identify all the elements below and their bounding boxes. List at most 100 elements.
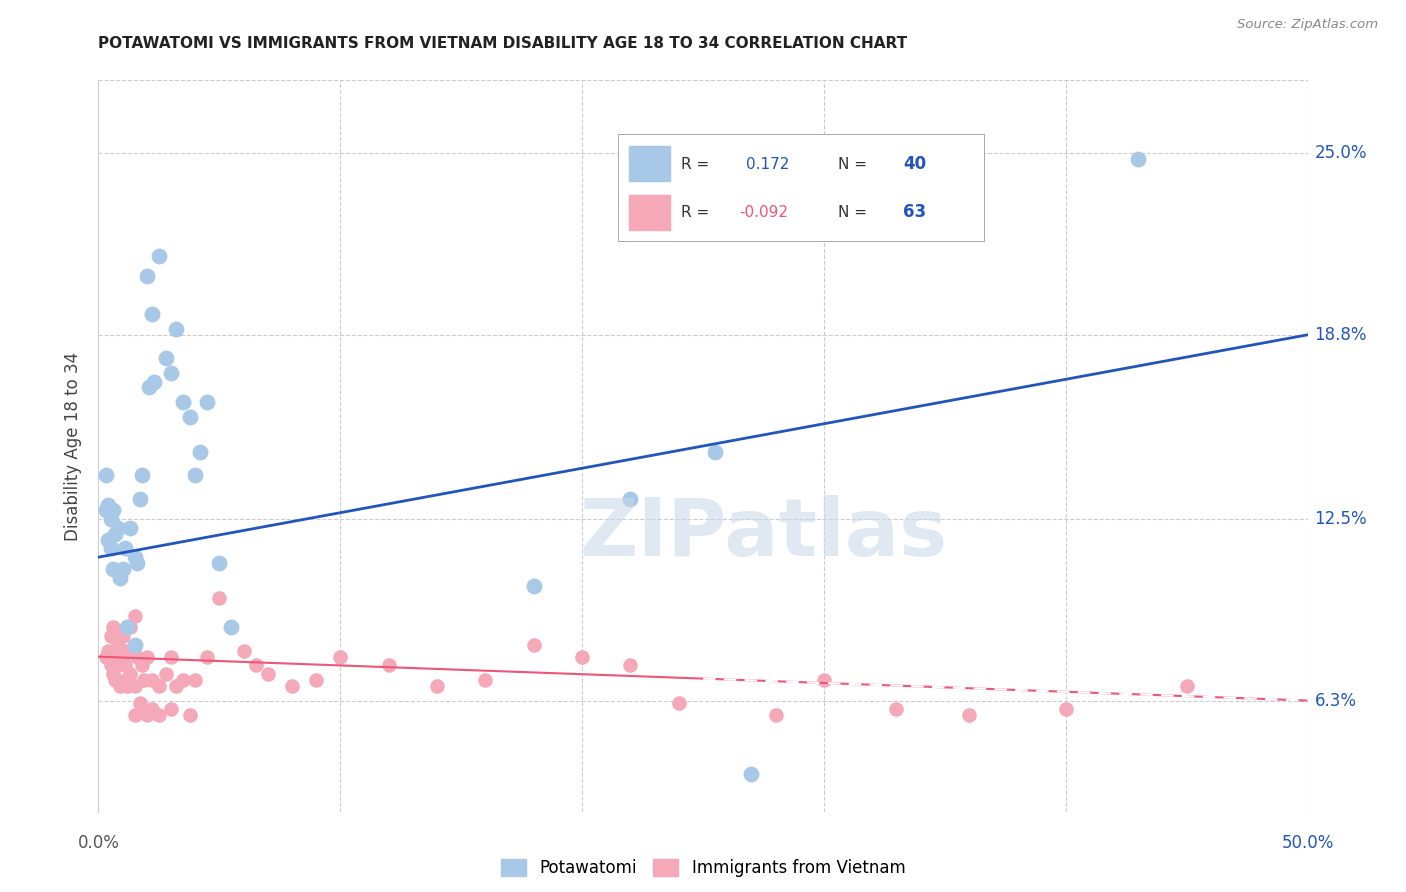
- Point: [160, 649, 183, 664]
- Point: [117, 644, 139, 658]
- Point: [208, 591, 231, 606]
- Text: 0.172: 0.172: [747, 157, 790, 171]
- Point: [101, 667, 124, 681]
- Point: [886, 702, 908, 716]
- Point: [957, 708, 980, 723]
- Point: [100, 512, 122, 526]
- Point: [135, 708, 157, 723]
- Point: [108, 644, 131, 658]
- Point: [221, 620, 243, 634]
- Point: [148, 708, 170, 723]
- Point: [97, 498, 120, 512]
- Point: [523, 579, 546, 593]
- Point: [131, 468, 153, 483]
- Point: [135, 269, 157, 284]
- Point: [172, 673, 194, 687]
- Point: [426, 679, 449, 693]
- Point: [101, 562, 124, 576]
- Point: [124, 708, 146, 723]
- Point: [117, 620, 139, 634]
- Point: [813, 673, 835, 687]
- Text: 18.8%: 18.8%: [1315, 326, 1367, 343]
- Point: [97, 644, 120, 658]
- Point: [195, 395, 218, 409]
- Point: [114, 541, 136, 556]
- Point: [111, 629, 134, 643]
- Text: 40: 40: [904, 155, 927, 173]
- Point: [188, 445, 211, 459]
- Point: [160, 702, 183, 716]
- Point: [128, 697, 150, 711]
- Point: [245, 658, 267, 673]
- Point: [141, 307, 163, 321]
- Point: [160, 366, 183, 380]
- Point: [94, 468, 117, 483]
- Bar: [630, 146, 669, 181]
- Point: [329, 649, 352, 664]
- Point: [668, 697, 690, 711]
- Legend: Potawatomi, Immigrants from Vietnam: Potawatomi, Immigrants from Vietnam: [494, 853, 912, 884]
- Point: [108, 571, 131, 585]
- Text: -0.092: -0.092: [740, 205, 787, 219]
- Point: [131, 702, 153, 716]
- Point: [305, 673, 328, 687]
- Point: [108, 679, 131, 693]
- Point: [765, 708, 787, 723]
- Point: [135, 649, 157, 664]
- Point: [256, 667, 278, 681]
- Point: [114, 673, 136, 687]
- Point: [148, 679, 170, 693]
- Text: Source: ZipAtlas.com: Source: ZipAtlas.com: [1237, 18, 1378, 31]
- Point: [131, 658, 153, 673]
- Point: [184, 673, 207, 687]
- Point: [571, 649, 593, 664]
- Point: [523, 638, 546, 652]
- Point: [148, 249, 170, 263]
- Text: ZIPatlas: ZIPatlas: [579, 495, 948, 573]
- Point: [141, 673, 163, 687]
- Point: [138, 380, 160, 394]
- Point: [281, 679, 304, 693]
- Point: [111, 562, 134, 576]
- Text: N =: N =: [838, 157, 866, 171]
- Point: [221, 620, 243, 634]
- Point: [141, 702, 163, 716]
- Text: 6.3%: 6.3%: [1315, 691, 1357, 709]
- Point: [111, 649, 134, 664]
- Point: [107, 638, 129, 652]
- Point: [134, 673, 156, 687]
- Point: [377, 658, 399, 673]
- Point: [97, 533, 120, 547]
- Point: [118, 667, 141, 681]
- Point: [232, 644, 254, 658]
- Y-axis label: Disability Age 18 to 34: Disability Age 18 to 34: [65, 351, 83, 541]
- Point: [1175, 679, 1198, 693]
- Point: [107, 521, 129, 535]
- Point: [184, 468, 207, 483]
- Point: [118, 521, 141, 535]
- Point: [101, 503, 124, 517]
- Point: [165, 322, 187, 336]
- Point: [101, 620, 124, 634]
- Point: [104, 673, 127, 687]
- Point: [165, 679, 187, 693]
- Point: [1054, 702, 1077, 716]
- Point: [100, 541, 122, 556]
- Point: [124, 608, 146, 623]
- Point: [619, 491, 641, 506]
- Text: N =: N =: [838, 205, 866, 219]
- Text: 50.0%: 50.0%: [1281, 834, 1334, 852]
- Point: [107, 658, 129, 673]
- Point: [114, 658, 136, 673]
- Text: R =: R =: [681, 205, 709, 219]
- Bar: [630, 195, 669, 230]
- Point: [740, 766, 762, 780]
- Point: [179, 708, 201, 723]
- Point: [179, 409, 201, 424]
- Text: 12.5%: 12.5%: [1315, 510, 1367, 528]
- Point: [104, 649, 127, 664]
- Point: [94, 503, 117, 517]
- Text: POTAWATOMI VS IMMIGRANTS FROM VIETNAM DISABILITY AGE 18 TO 34 CORRELATION CHART: POTAWATOMI VS IMMIGRANTS FROM VIETNAM DI…: [98, 36, 907, 51]
- Point: [474, 673, 496, 687]
- Point: [124, 638, 146, 652]
